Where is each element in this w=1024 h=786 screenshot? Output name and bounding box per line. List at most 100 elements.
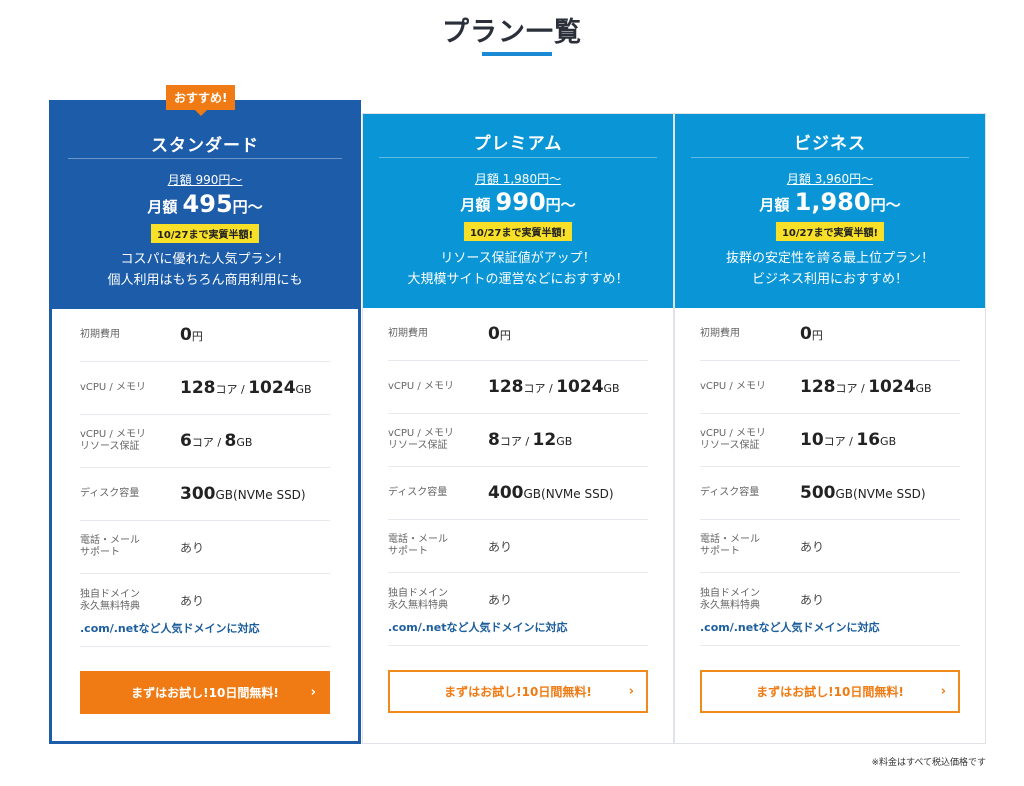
plan-description: リソース保証値がアップ！ 大規模サイトの運営などにおすすめ！ xyxy=(363,248,673,290)
guaranteed-cpu: 6 xyxy=(180,431,192,451)
price-prefix: 月額 xyxy=(460,196,496,214)
spec-label: 初期費用 xyxy=(80,329,120,340)
guaranteed-cpu: 10 xyxy=(800,430,824,450)
spec-label: ディスク容量 xyxy=(700,487,760,498)
spec-row-guaranteed: vCPU / メモリ リソース保証 6コア / 8GB xyxy=(80,415,330,468)
price-amount: 495 xyxy=(182,190,233,218)
spec-label: 電話・メール サポート xyxy=(80,535,180,559)
guaranteed-cpu-unit: コア / xyxy=(499,435,533,448)
guaranteed-mem-unit: GB xyxy=(236,436,253,449)
plan-name: ビジネス xyxy=(794,134,866,154)
spec-label-line-2: リソース保証 xyxy=(700,440,760,451)
spec-value: 500GB(NVMe SSD) xyxy=(800,483,926,503)
memory-unit: GB xyxy=(603,382,620,395)
vcpu-count: 128 xyxy=(800,377,836,397)
initial-fee-unit: 円 xyxy=(191,330,203,343)
domain-note: .com/.netなど人気ドメインに対応 xyxy=(700,619,960,646)
desc-line-1: リソース保証値がアップ！ xyxy=(440,251,596,266)
initial-fee-unit: 円 xyxy=(499,329,511,342)
plan-card-business: ビジネス 月額 3,960円～ 月額 1,980円～ 10/27まで実質半額! … xyxy=(674,113,986,744)
cta-label: まずはお試し!10日間無料! xyxy=(444,685,592,699)
discounted-price: 月額 990円～ xyxy=(363,188,673,216)
spec-label-line-1: 電話・メール xyxy=(388,534,448,545)
spec-label: 独自ドメイン 永久無料特典 xyxy=(700,588,800,612)
spec-row-disk: ディスク容量 300GB(NVMe SSD) xyxy=(80,468,330,521)
spec-row-support: 電話・メール サポート あり xyxy=(80,521,330,574)
spec-label: 独自ドメイン 永久無料特典 xyxy=(388,588,488,612)
memory-size: 1024 xyxy=(556,377,604,397)
domain-perk-value: あり xyxy=(488,593,513,607)
guaranteed-cpu-unit: コア / xyxy=(191,436,225,449)
plan-header: プレミアム 月額 1,980円～ 月額 990円～ 10/27まで実質半額! リ… xyxy=(363,114,673,308)
spec-label-line-1: 独自ドメイン xyxy=(388,587,448,599)
free-trial-button[interactable]: まずはお試し!10日間無料! › xyxy=(80,671,330,714)
guaranteed-cpu-unit: コア / xyxy=(823,435,857,448)
spec-label-line-2: リソース保証 xyxy=(388,440,448,451)
disk-size: 400 xyxy=(488,483,524,503)
spec-row-initial-fee: 初期費用 0円 xyxy=(388,308,648,361)
price-suffix: 円～ xyxy=(232,198,263,216)
spec-value: 6コア / 8GB xyxy=(180,431,252,451)
support-value: あり xyxy=(180,540,205,555)
promo-badge: 10/27まで実質半額! xyxy=(463,222,573,241)
desc-line-2: 個人利用はもちろん商用利用にも xyxy=(107,273,303,288)
spec-row-support: 電話・メール サポート あり xyxy=(700,520,960,573)
plan-description: 抜群の安定性を誇る最上位プラン！ ビジネス利用におすすめ！ xyxy=(675,248,985,290)
spec-label-line-2: サポート xyxy=(700,546,740,557)
disk-unit: GB(NVMe SSD) xyxy=(215,488,306,502)
spec-label-line-1: vCPU / メモリ xyxy=(80,429,146,440)
guaranteed-mem-unit: GB xyxy=(556,435,573,448)
vcpu-unit: コア / xyxy=(835,382,869,395)
spec-value: 0円 xyxy=(180,325,203,345)
spec-label-line-2: 永久無料特典 xyxy=(700,599,760,611)
desc-line-1: コスパに優れた人気プラン！ xyxy=(120,252,290,267)
plan-card-standard: おすすめ! スタンダード 月額 990円～ 月額 495円～ 10/27まで実質… xyxy=(49,85,361,744)
disk-size: 300 xyxy=(180,484,216,504)
spec-row-disk: ディスク容量 400GB(NVMe SSD) xyxy=(388,467,648,520)
plan-description: コスパに優れた人気プラン！ 個人利用はもちろん商用利用にも xyxy=(52,249,358,291)
price-suffix: 円～ xyxy=(545,196,576,214)
spec-list: 初期費用 0円 vCPU / メモリ 128コア / 1024GB vCPU /… xyxy=(388,308,648,626)
domain-note: .com/.netなど人気ドメインに対応 xyxy=(388,619,648,646)
divider xyxy=(691,157,969,158)
spec-label: vCPU / メモリ xyxy=(388,381,454,392)
spec-label: vCPU / メモリ xyxy=(80,382,146,393)
spec-label-line-1: 独自ドメイン xyxy=(80,588,140,600)
cta-label: まずはお試し!10日間無料! xyxy=(756,685,904,699)
free-trial-button[interactable]: まずはお試し!10日間無料! › xyxy=(700,670,960,713)
initial-fee: 0 xyxy=(800,324,812,344)
spec-row-vcpu: vCPU / メモリ 128コア / 1024GB xyxy=(700,361,960,414)
spec-label: vCPU / メモリ リソース保証 xyxy=(700,428,800,452)
page-title: プラン一覧 xyxy=(442,17,582,48)
chevron-right-icon: › xyxy=(310,685,316,700)
desc-line-2: 大規模サイトの運営などにおすすめ！ xyxy=(407,272,629,287)
price-amount: 990 xyxy=(495,188,546,216)
spec-row-disk: ディスク容量 500GB(NVMe SSD) xyxy=(700,467,960,520)
spec-row-vcpu: vCPU / メモリ 128コア / 1024GB xyxy=(388,361,648,414)
plan-name: プレミアム xyxy=(473,134,563,154)
domain-perk-value: あり xyxy=(800,593,825,607)
spec-label-line-1: 電話・メール xyxy=(80,535,140,546)
promo-badge: 10/27まで実質半額! xyxy=(150,224,260,243)
spec-value: 128コア / 1024GB xyxy=(488,377,620,397)
vcpu-count: 128 xyxy=(180,378,216,398)
spec-label-line-2: 永久無料特典 xyxy=(388,599,448,611)
spec-list: 初期費用 0円 vCPU / メモリ 128 コア / 1024 GB vCPU /… xyxy=(80,309,330,627)
desc-line-2: ビジネス利用におすすめ！ xyxy=(751,272,908,287)
plan-header: ビジネス 月額 3,960円～ 月額 1,980円～ 10/27まで実質半額! … xyxy=(675,114,985,308)
guaranteed-mem: 8 xyxy=(224,431,237,451)
disk-size: 500 xyxy=(800,483,836,503)
free-trial-button[interactable]: まずはお試し!10日間無料! › xyxy=(388,670,648,713)
support-value: あり xyxy=(488,539,513,554)
chevron-right-icon: › xyxy=(628,684,634,699)
guaranteed-mem-unit: GB xyxy=(880,435,897,448)
initial-fee-unit: 円 xyxy=(811,329,823,342)
spec-label: 初期費用 xyxy=(700,328,740,339)
initial-fee: 0 xyxy=(488,324,500,344)
disk-unit: GB(NVMe SSD) xyxy=(835,487,926,501)
spec-label: 独自ドメイン 永久無料特典 xyxy=(80,589,180,613)
spec-label: 電話・メール サポート xyxy=(388,534,488,558)
tax-footnote: ※料金はすべて税込価格です xyxy=(871,758,986,768)
spec-label: vCPU / メモリ リソース保証 xyxy=(388,428,488,452)
memory-size: 1024 xyxy=(248,378,296,398)
